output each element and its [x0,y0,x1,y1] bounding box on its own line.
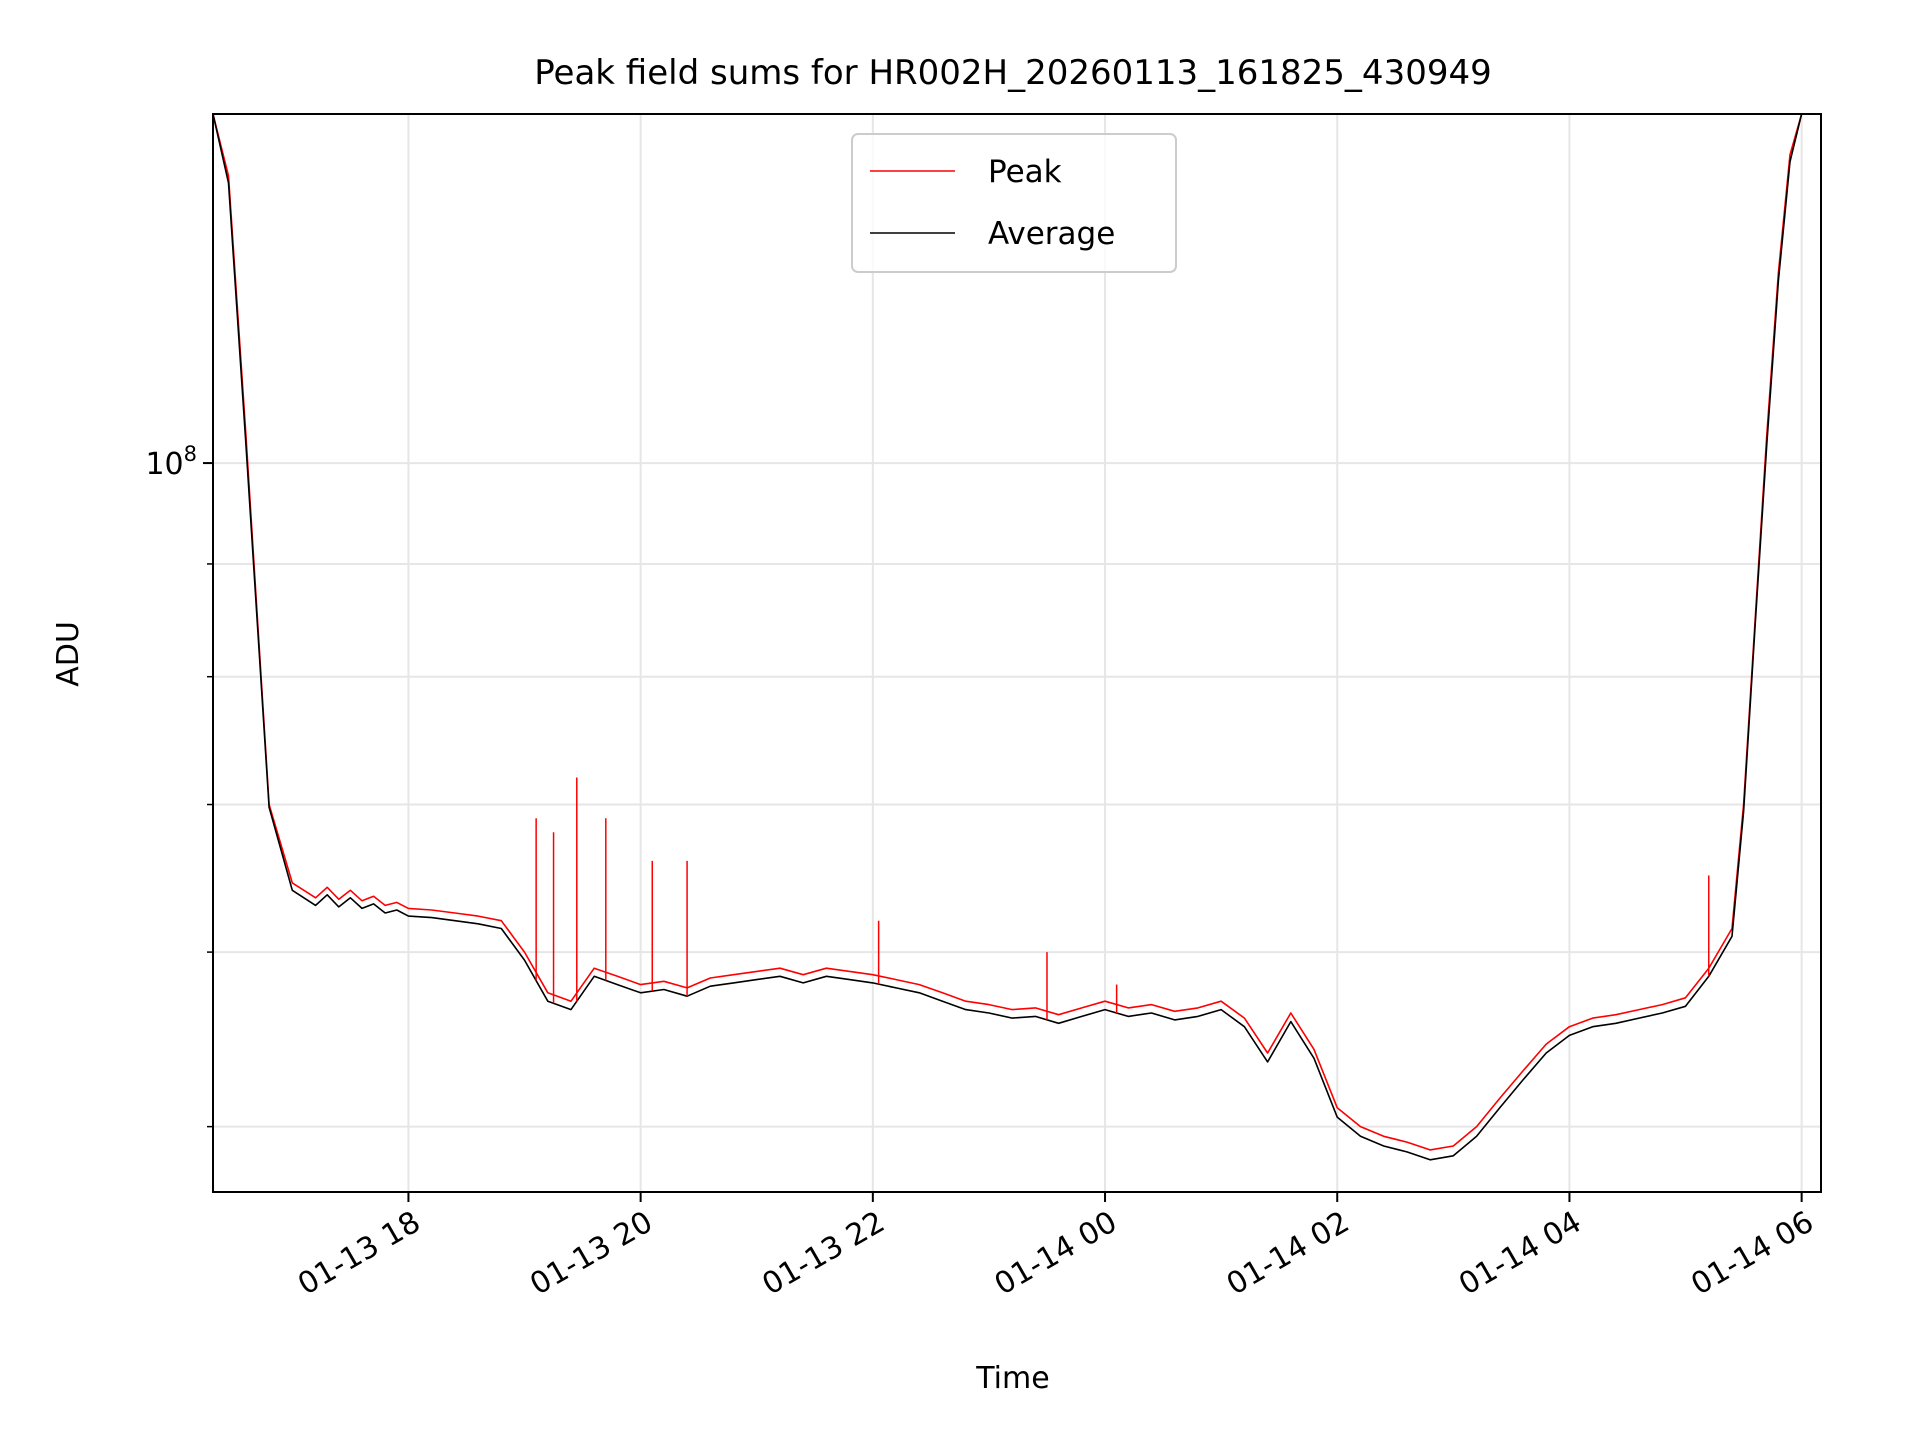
chart-title: Peak field sums for HR002H_20260113_1618… [534,53,1491,93]
plot-series [213,114,1821,1161]
series-peak-line [213,114,1821,1151]
legend: Peak Average [851,133,1177,273]
plot-frame [212,113,1822,1193]
y-tick-label: 108 [145,442,197,482]
series-average-line [213,114,1821,1161]
legend-peak-label: Peak [988,154,1062,190]
grid-lines [213,114,1821,1192]
legend-box [851,133,1177,273]
legend-average-label: Average [988,216,1115,252]
y-axis-label: ADU [51,621,86,687]
x-axis-label: Time [975,1361,1049,1396]
